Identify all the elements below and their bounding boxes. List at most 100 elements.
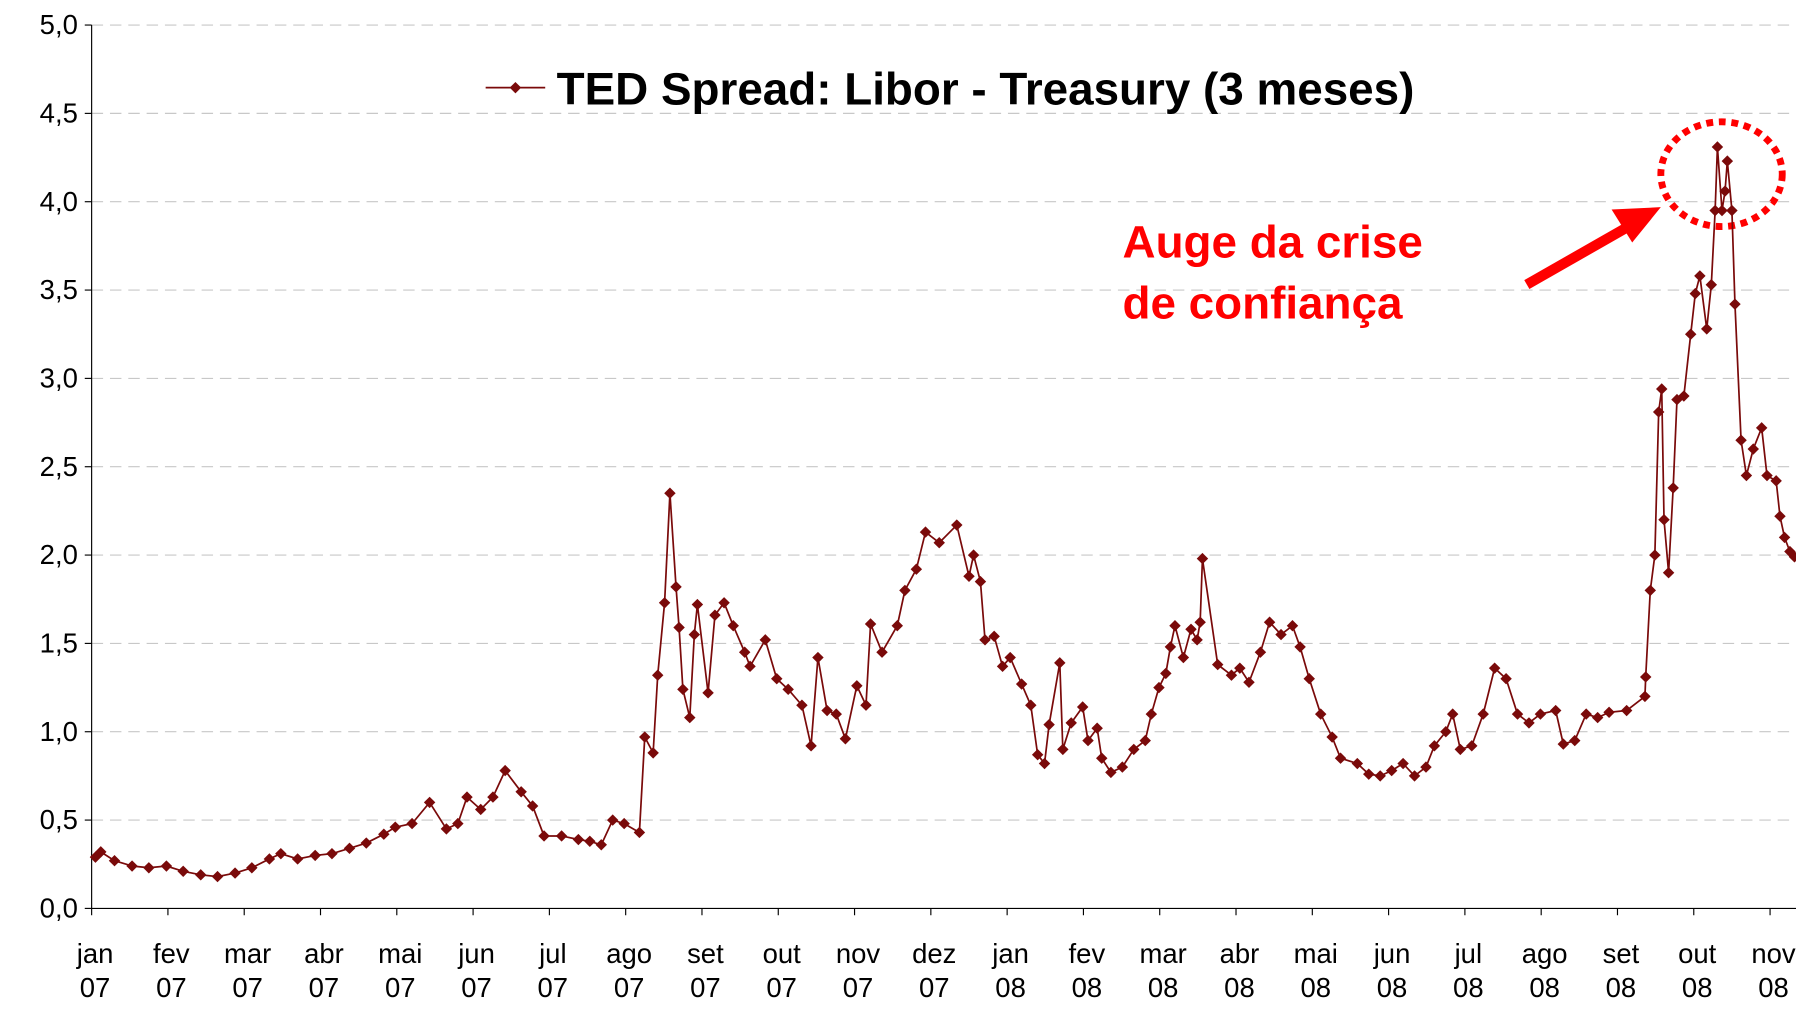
x-tick-label: dez 07	[912, 938, 956, 1003]
x-tick-label-line: set	[1603, 938, 1640, 969]
marker	[177, 865, 189, 877]
marker	[1569, 734, 1581, 747]
x-tick-label-line: 08	[1682, 972, 1713, 1003]
marker	[1740, 469, 1753, 482]
x-tick-label: ago 08	[1522, 938, 1568, 1003]
marker	[1667, 482, 1679, 494]
marker	[1303, 673, 1315, 685]
x-tick-label-line: fev	[153, 938, 190, 969]
x-tick-label: nov 07	[836, 938, 881, 1003]
marker	[1363, 768, 1375, 780]
marker	[1025, 699, 1037, 711]
x-tick-label: nov 08	[1751, 938, 1796, 1003]
x-tick-label-line: 08	[1453, 972, 1484, 1003]
marker	[1620, 704, 1633, 717]
marker	[555, 830, 568, 842]
x-tick-label-line: nov	[1751, 938, 1796, 969]
marker	[974, 575, 987, 588]
marker	[1139, 734, 1151, 747]
x-tick-label-line: 08	[1377, 972, 1408, 1003]
marker	[1716, 204, 1728, 217]
marker	[343, 842, 356, 855]
marker	[1500, 673, 1512, 685]
marker	[1169, 620, 1181, 632]
marker	[658, 597, 671, 609]
marker	[664, 487, 676, 499]
x-tick-label-line: 08	[995, 972, 1026, 1003]
marker	[1054, 657, 1066, 669]
marker	[1694, 270, 1706, 282]
marker	[499, 764, 511, 777]
x-tick-label: out 08	[1678, 938, 1717, 1003]
marker	[670, 581, 682, 593]
marker	[744, 660, 756, 673]
y-tick-label: 4,0	[40, 186, 78, 217]
marker	[1314, 708, 1327, 720]
marker	[1263, 616, 1276, 628]
marker	[691, 598, 704, 611]
marker	[677, 683, 689, 696]
x-tick-label-line: 08	[1758, 972, 1789, 1003]
marker	[910, 563, 923, 575]
x-tick-label-line: 07	[385, 972, 416, 1003]
x-tick-label-line: 07	[538, 972, 569, 1003]
x-tick-label-line: 08	[1529, 972, 1560, 1003]
marker	[406, 817, 418, 830]
marker	[727, 620, 739, 632]
marker	[1774, 510, 1786, 522]
marker	[487, 791, 499, 803]
marker	[1057, 743, 1069, 756]
x-tick-label-line: ago	[606, 938, 652, 969]
line	[94, 146, 1796, 878]
marker	[684, 711, 696, 724]
marker	[933, 537, 945, 549]
marker	[1778, 531, 1791, 544]
marker	[1603, 706, 1615, 718]
marker	[1428, 740, 1441, 752]
marker	[1511, 708, 1524, 720]
marker	[988, 630, 1000, 643]
marker	[1254, 646, 1267, 658]
x-tick-label-line: out	[1678, 938, 1717, 969]
marker	[782, 683, 794, 696]
marker	[1652, 406, 1665, 418]
marker	[360, 837, 373, 849]
marker	[1747, 443, 1760, 455]
marker	[996, 660, 1009, 673]
y-tick-label: 0,0	[40, 893, 78, 924]
marker	[461, 791, 473, 803]
marker	[1477, 708, 1489, 720]
marker	[229, 867, 241, 879]
marker	[1549, 704, 1562, 717]
x-tick-label: jun 07	[457, 938, 495, 1003]
x-tick-label-line: mai	[378, 938, 422, 969]
marker	[1275, 628, 1287, 641]
marker	[108, 855, 121, 867]
x-tick-label-line: 08	[1224, 972, 1255, 1003]
marker	[688, 628, 701, 641]
x-tick-label: mar 08	[1140, 938, 1187, 1003]
x-tick-label-line: jul	[1454, 938, 1482, 969]
marker	[1196, 552, 1209, 565]
marker	[1761, 469, 1773, 482]
marker	[673, 621, 685, 634]
x-tick-label: fev 08	[1069, 938, 1106, 1003]
marker	[830, 708, 842, 720]
marker	[1721, 155, 1734, 167]
arrow-shaft	[1524, 223, 1630, 290]
marker	[718, 597, 730, 609]
marker	[651, 669, 664, 681]
x-tick-label-line: ago	[1522, 938, 1568, 969]
arrow-head	[1611, 207, 1661, 243]
marker	[1649, 549, 1661, 561]
legend-marker	[509, 81, 522, 94]
marker	[291, 853, 304, 865]
y-tick-label: 0,5	[40, 804, 78, 835]
marker	[275, 847, 287, 860]
marker	[1374, 770, 1386, 782]
marker	[1788, 551, 1796, 563]
x-tick-label: jul 07	[538, 938, 569, 1003]
marker	[1194, 616, 1206, 628]
